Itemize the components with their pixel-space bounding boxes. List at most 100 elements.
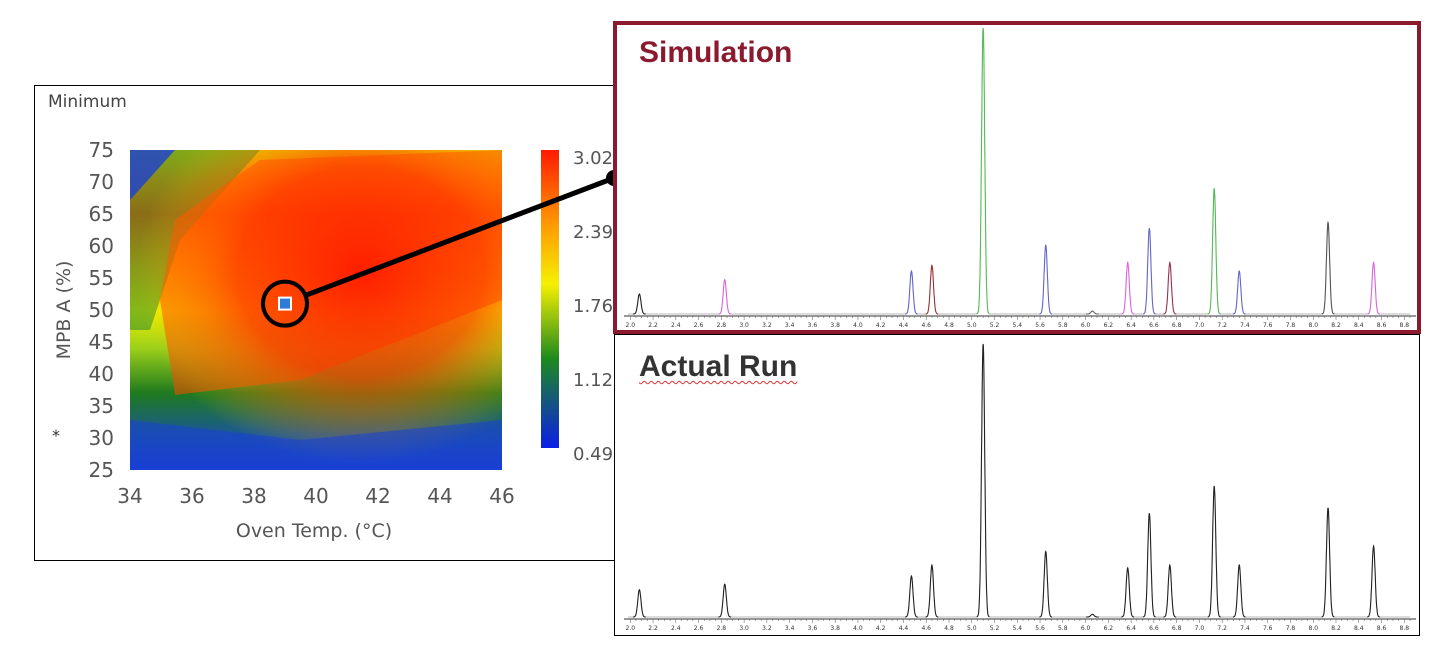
time-tick-label: 3.8 bbox=[830, 625, 840, 632]
y-tick-label: 70 bbox=[89, 170, 114, 194]
time-tick-label: 4.0 bbox=[853, 625, 863, 632]
x-tick-label: 42 bbox=[365, 484, 390, 508]
time-tick-label: 7.2 bbox=[1217, 322, 1227, 329]
simulation-chromatogram: 2.0 2.2 2.4 2.6 2.8 3.0 3.2 3.4 3.6 3.8 4.0 4.2 4.4 4… bbox=[624, 27, 1416, 329]
chromatogram-peak bbox=[1207, 485, 1221, 618]
chromatogram-peak bbox=[1232, 270, 1246, 315]
time-tick-label: 4.2 bbox=[876, 625, 886, 632]
time-tick-label: 2.2 bbox=[648, 322, 658, 329]
time-tick-label: 7.4 bbox=[1240, 625, 1250, 632]
time-tick-label: 5.6 bbox=[1035, 322, 1045, 329]
time-tick-label: 8.4 bbox=[1354, 625, 1364, 632]
chromatogram-peak bbox=[925, 563, 939, 618]
chromatogram-peak bbox=[1142, 513, 1156, 618]
time-tick-label: 4.6 bbox=[921, 625, 931, 632]
y-tick-label: 25 bbox=[89, 458, 114, 482]
time-tick-label: 6.2 bbox=[1104, 625, 1114, 632]
time-tick-label: 2.4 bbox=[671, 322, 681, 329]
y-tick-label: 65 bbox=[89, 202, 114, 226]
panel-title: Minimum bbox=[48, 92, 127, 112]
chromatogram-peak bbox=[1163, 563, 1177, 618]
time-tick-label: 8.6 bbox=[1377, 625, 1387, 632]
time-tick-label: 6.6 bbox=[1149, 322, 1159, 329]
time-tick-label: 6.2 bbox=[1104, 322, 1114, 329]
time-tick-label: 7.8 bbox=[1286, 322, 1296, 329]
heatmap-surface bbox=[130, 150, 502, 470]
chromatogram-peak bbox=[1163, 261, 1177, 315]
time-tick-label: 7.8 bbox=[1286, 625, 1296, 632]
time-tick-label: 8.4 bbox=[1354, 322, 1364, 329]
time-tick-label: 4.6 bbox=[921, 322, 931, 329]
chromatogram-peak bbox=[1121, 566, 1135, 618]
time-tick-label: 6.0 bbox=[1081, 625, 1091, 632]
time-tick-label: 7.6 bbox=[1263, 625, 1273, 632]
chromatogram-peak bbox=[1039, 550, 1053, 618]
chromatogram-peak bbox=[976, 27, 990, 315]
chromatogram-peak bbox=[976, 343, 990, 618]
x-tick-label: 34 bbox=[117, 484, 142, 508]
selected-point bbox=[278, 296, 292, 311]
colorbar-tick-label: 2.39 bbox=[573, 222, 613, 243]
chromatogram-peak bbox=[1207, 188, 1221, 315]
colorbar-tick-label: 1.76 bbox=[573, 296, 613, 317]
y-tick-label: 75 bbox=[89, 138, 114, 162]
chromatogram-peak bbox=[1086, 310, 1099, 315]
x-axis-label: Oven Temp. (°C) bbox=[236, 520, 392, 542]
time-tick-label: 8.2 bbox=[1331, 625, 1341, 632]
time-tick-label: 5.2 bbox=[990, 625, 1000, 632]
time-tick-label: 2.0 bbox=[626, 322, 636, 329]
time-tick-label: 3.2 bbox=[762, 625, 772, 632]
y-tick-label: 55 bbox=[89, 266, 114, 290]
time-tick-label: 7.2 bbox=[1217, 625, 1227, 632]
time-tick-label: 4.2 bbox=[876, 322, 886, 329]
time-tick-label: 2.4 bbox=[671, 625, 681, 632]
time-tick-label: 3.4 bbox=[785, 625, 795, 632]
time-tick-label: 6.0 bbox=[1081, 322, 1091, 329]
x-tick-label: 46 bbox=[489, 484, 514, 508]
time-tick-label: 2.2 bbox=[648, 625, 658, 632]
y-tick-label: 40 bbox=[89, 362, 114, 386]
time-tick-label: 7.0 bbox=[1195, 322, 1205, 329]
time-tick-label: 2.6 bbox=[694, 322, 704, 329]
x-tick-label: 36 bbox=[179, 484, 204, 508]
heatmap-axes: 34 36 38 40 42 44 46 75 70 65 60 55 50 45 40 35 30 25 Oven… bbox=[53, 138, 515, 542]
time-tick-label: 5.8 bbox=[1058, 322, 1068, 329]
colorbar-tick-label: 3.02 bbox=[573, 148, 613, 169]
time-tick-label: 6.8 bbox=[1172, 625, 1182, 632]
actual-chromatogram: 2.0 2.2 2.4 2.6 2.8 3.0 3.2 3.4 3.6 3.8 4.0 4.2 4.4 4… bbox=[624, 343, 1416, 632]
y-tick-label: 30 bbox=[89, 426, 114, 450]
baseline-trace bbox=[628, 28, 1410, 315]
time-tick-label: 8.2 bbox=[1331, 322, 1341, 329]
x-tick-label: 44 bbox=[427, 484, 452, 508]
chromatogram-peak bbox=[1367, 261, 1380, 315]
time-tick-label: 5.2 bbox=[990, 322, 1000, 329]
colorbar-tick-label: 1.12 bbox=[573, 370, 613, 391]
time-tick-label: 2.6 bbox=[694, 625, 704, 632]
colorbar-tick-label: 0.49 bbox=[573, 444, 613, 465]
simulation-title: Simulation bbox=[639, 36, 793, 69]
chromatogram-peak bbox=[1321, 507, 1335, 618]
time-tick-label: 6.6 bbox=[1149, 625, 1159, 632]
time-tick-label: 6.4 bbox=[1126, 322, 1136, 329]
colorbar-ticks: 3.02 2.39 1.76 1.12 0.49 bbox=[573, 148, 613, 465]
time-tick-label: 3.2 bbox=[762, 322, 772, 329]
connector-line bbox=[304, 175, 615, 298]
time-tick-label: 2.8 bbox=[717, 625, 727, 632]
time-tick-label: 5.8 bbox=[1058, 625, 1068, 632]
time-tick-label: 3.0 bbox=[739, 625, 749, 632]
actual-run-panel bbox=[614, 334, 1420, 636]
time-tick-label: 5.4 bbox=[1013, 322, 1023, 329]
chromatogram-peak bbox=[1232, 563, 1246, 618]
chromatogram-peak bbox=[718, 278, 732, 315]
time-tick-label: 7.6 bbox=[1263, 322, 1273, 329]
time-tick-label: 8.0 bbox=[1308, 322, 1318, 329]
time-tick-label: 4.4 bbox=[899, 322, 909, 329]
x-tick-label: 38 bbox=[241, 484, 266, 508]
chromatogram-peak bbox=[905, 269, 918, 315]
time-tick-label: 8.0 bbox=[1308, 625, 1318, 632]
y-tick-label: 35 bbox=[89, 394, 114, 418]
chromatogram-peak bbox=[905, 574, 918, 618]
chromatogram-peak bbox=[633, 588, 646, 618]
